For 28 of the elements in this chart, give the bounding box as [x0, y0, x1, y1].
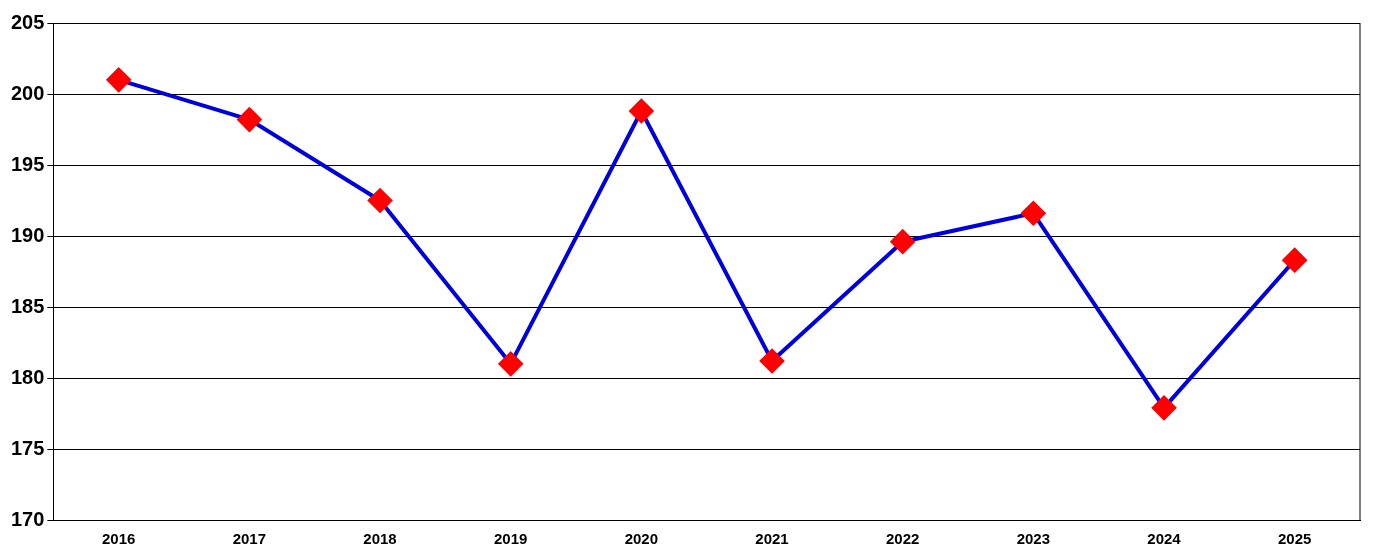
y-tick-label: 195	[10, 152, 45, 175]
x-tick-label: 2022	[885, 530, 920, 548]
y-tick-label: 185	[10, 294, 45, 317]
x-tick-label: 2020	[624, 530, 659, 548]
point	[368, 188, 393, 213]
x-tick-label: 2025	[1277, 530, 1312, 548]
x-tick-label: 2018	[363, 530, 397, 548]
point	[760, 348, 785, 373]
point	[106, 67, 131, 92]
x-tick-label: 2017	[232, 530, 267, 548]
x-tick-label: 2024	[1147, 530, 1182, 548]
point	[1152, 395, 1177, 420]
point	[237, 107, 262, 132]
y-tick-label: 190	[10, 223, 45, 246]
x-tick-label: 2016	[102, 530, 136, 548]
x-tick-label: 2021	[755, 530, 789, 548]
y-tick-label: 180	[10, 365, 45, 388]
x-tick-label: 2019	[494, 530, 528, 548]
point	[1282, 248, 1307, 273]
point	[498, 351, 523, 376]
y-tick-label: 175	[10, 436, 45, 459]
point	[629, 99, 654, 124]
point	[890, 229, 915, 254]
x-tick-label: 2023	[1016, 530, 1051, 548]
y-tick-label: 200	[10, 81, 45, 104]
y-tick-label: 170	[10, 507, 45, 530]
point	[1021, 201, 1046, 226]
y-tick-label: 205	[10, 10, 45, 33]
